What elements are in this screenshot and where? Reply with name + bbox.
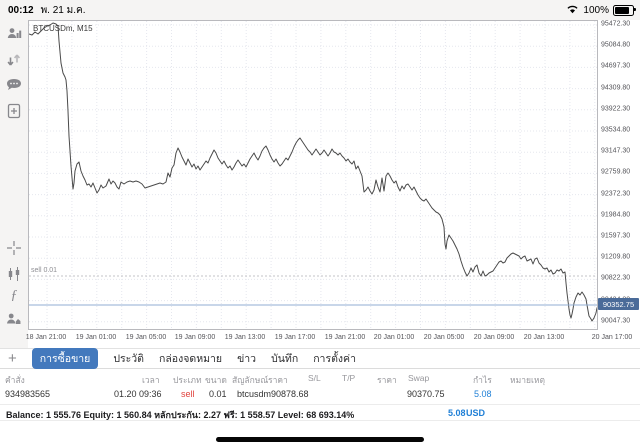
column-header: ประเภท (173, 375, 202, 385)
time-tick: 18 Jan 21:00 (25, 334, 67, 341)
new-order-icon[interactable] (5, 102, 23, 120)
price-tick: 92759.80 (601, 168, 631, 176)
time-axis: 18 Jan 21:00 19 Jan 01:00 19 Jan 05:00 19 J… (25, 331, 640, 346)
chart-symbol-label: BTCUSDm, M15 (33, 24, 93, 33)
price-tick: 94309.80 (601, 84, 631, 92)
indicators-icon[interactable]: ƒ (10, 288, 18, 303)
tab-item[interactable]: การตั้งค่า (313, 353, 356, 365)
home-indicator[interactable] (216, 437, 424, 442)
column-header: หมายเหตุ (510, 375, 545, 385)
column-header: Swap (408, 373, 430, 383)
cell: 01.20 09:36 (114, 389, 162, 399)
profit-currency: USD (466, 408, 486, 418)
price-tick: 94697.30 (601, 62, 631, 70)
account-summary: Balance: 1 555.76 Equity: 1 560.84 หลักป… (0, 404, 640, 421)
price-tick: 90822.30 (601, 274, 631, 282)
trade-arrows-icon[interactable] (5, 51, 23, 69)
time-tick: 20 Jan 09:00 (473, 334, 515, 341)
cell: btcusdm (237, 389, 272, 399)
price-tick: 93534.80 (601, 126, 631, 134)
cell: 90370.75 (407, 389, 445, 399)
clock: 00:12 (8, 4, 34, 16)
objects-icon[interactable] (5, 265, 23, 283)
price-tick: 91209.80 (601, 253, 631, 261)
quotes-icon[interactable] (5, 26, 23, 44)
positions-table-header: คำสั่ง เวลา ประเภท ขนาด สัญลักษณ์ ราคา S/L T/P ร… (0, 370, 640, 386)
wifi-icon (566, 4, 579, 17)
column-header: คำสั่ง (5, 375, 25, 385)
column-header: ราคา (268, 375, 288, 385)
cell: 5.08 (474, 389, 492, 399)
column-header: สัญลักษณ์ (232, 375, 269, 385)
time-tick: 19 Jan 13:00 (224, 334, 266, 341)
tab-item[interactable]: บันทึก (271, 353, 299, 365)
price-tick: 95084.80 (601, 41, 631, 49)
tab-selected[interactable]: การซื้อขาย (31, 348, 99, 369)
status-bar: 00:12 พ. 21 ม.ค. 100% (0, 0, 640, 20)
cell: sell (181, 389, 195, 399)
price-tick: 93922.30 (601, 105, 631, 113)
add-tab-button[interactable]: + (8, 350, 17, 367)
time-tick: 20 Jan 01:00 (373, 334, 415, 341)
time-tick: 20 Jan 13:00 (523, 334, 565, 341)
column-header: กำไร (473, 375, 492, 385)
price-tick: 91597.30 (601, 232, 631, 240)
price-axis: 90047.3090434.8090822.3091209.8091597.30… (598, 20, 640, 330)
bottom-tab-bar: + การซื้อขาย ประวัติ กล่องจดหมาย ข่าว บันทึก… (0, 348, 640, 369)
column-header: T/P (342, 373, 356, 383)
tab-item[interactable]: ประวัติ (113, 353, 144, 365)
cell: 90878.68 (271, 389, 309, 399)
cell: 0.01 (209, 389, 227, 399)
price-tick: 90047.30 (601, 317, 631, 325)
current-price-badge: 90352.75 (598, 298, 639, 310)
open-position-label: sell 0.01 (31, 267, 58, 274)
column-header: เวลา (142, 375, 160, 385)
cell: 934983565 (5, 389, 51, 399)
time-tick: 20 Jan 05:00 (423, 334, 465, 341)
price-tick: 93147.30 (601, 147, 631, 155)
battery-percent: 100% (583, 4, 609, 16)
price-chart[interactable]: BTCUSDm, M15 sell 0.01 (28, 20, 598, 330)
status-date: พ. 21 ม.ค. (40, 4, 86, 16)
time-tick: 19 Jan 01:00 (75, 334, 117, 341)
tab-item[interactable]: กล่องจดหมาย (159, 353, 223, 365)
tab-item[interactable]: ข่าว (237, 353, 257, 365)
left-toolbar: ƒ M15 (0, 20, 28, 359)
price-tick: 92372.30 (601, 190, 631, 198)
time-tick: 19 Jan 09:00 (174, 334, 216, 341)
battery-icon (613, 4, 636, 16)
price-tick: 95472.30 (601, 20, 631, 28)
crosshair-icon[interactable] (5, 239, 23, 257)
column-header: ขนาด (205, 375, 227, 385)
time-tick: 20 Jan 17:00 (591, 334, 633, 341)
time-tick: 19 Jan 17:00 (274, 334, 316, 341)
column-header: S/L (308, 373, 321, 383)
time-tick: 19 Jan 21:00 (324, 334, 366, 341)
accounts-icon[interactable] (5, 311, 23, 329)
column-header: ราคา (377, 375, 397, 385)
balance-line: Balance: 1 555.76 Equity: 1 560.84 หลักป… (6, 410, 355, 420)
total-profit: 5.08 (448, 408, 466, 418)
position-row[interactable]: 934983565 01.20 09:36 sell 0.01 btcusdm 90878… (0, 387, 640, 403)
chat-icon[interactable] (5, 76, 23, 94)
price-tick: 91984.80 (601, 211, 631, 219)
time-tick: 19 Jan 05:00 (125, 334, 167, 341)
